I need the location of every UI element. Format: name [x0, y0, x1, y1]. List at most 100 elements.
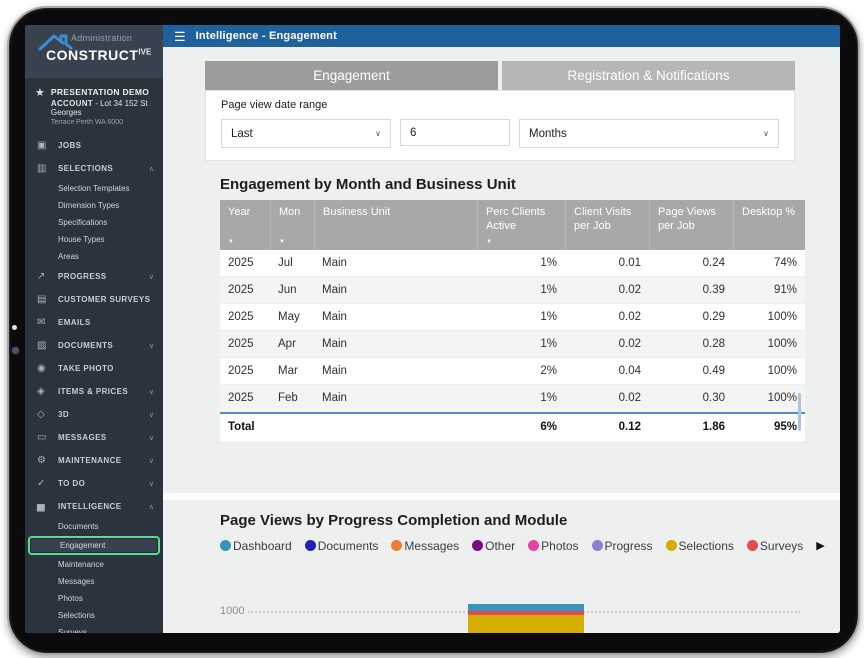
chevron-down-icon: ∨: [148, 434, 154, 442]
table-cell: 0.04: [618, 364, 641, 377]
legend-item-dashboard[interactable]: Dashboard: [220, 539, 292, 553]
sidebar-subitem-selections[interactable]: Selections: [58, 611, 95, 620]
sidebar-item-selections[interactable]: ▥ SELECTIONS ∧: [25, 157, 163, 180]
legend-item-surveys[interactable]: Surveys: [746, 538, 804, 553]
column-header-page-views-per-job[interactable]: Page Views per Job: [649, 200, 733, 250]
sidebar-item-progress[interactable]: ↗ PROGRESS ∨: [25, 265, 163, 288]
table-cell: 91%: [773, 283, 797, 296]
legend-item-photos[interactable]: Photos: [528, 538, 579, 553]
sidebar: Administration CONSTRUCTIVE ★ PRESENTATI…: [25, 25, 163, 633]
tab-registration-notifications[interactable]: Registration & Notifications: [502, 61, 795, 90]
column-header-desktop-[interactable]: Desktop %: [733, 200, 805, 250]
legend-label: Dashboard: [233, 538, 292, 553]
house-logo-icon: [38, 34, 73, 51]
legend-scroll-arrow-icon[interactable]: ▶: [816, 540, 825, 552]
table-cell: 0.49: [702, 364, 725, 377]
sidebar-item-label: ITEMS & PRICES: [58, 387, 129, 396]
tab-engagement[interactable]: Engagement: [205, 61, 498, 90]
sidebar-item-take-photo[interactable]: ◉ TAKE PHOTO: [25, 357, 163, 380]
legend-label: Surveys: [759, 538, 804, 553]
app-logo[interactable]: Administration CONSTRUCTIVE: [25, 25, 163, 78]
sidebar-item-jobs[interactable]: ▣ JOBS: [25, 134, 163, 157]
sidebar-item-documents[interactable]: ▨ DOCUMENTS ∨: [25, 334, 163, 357]
stacked-column[interactable]: [468, 603, 584, 633]
table-cell: Main: [322, 391, 347, 404]
legend-label: Photos: [541, 538, 579, 553]
account-line1: PRESENTATION DEMO: [50, 87, 150, 97]
sidebar-subitem-house-types[interactable]: House Types: [58, 235, 105, 244]
sort-desc-icon: ▼: [228, 239, 234, 245]
column-header-year[interactable]: Year ▼: [220, 200, 270, 250]
chevron-down-icon: ∨: [375, 129, 381, 138]
sidebar-item-label: CUSTOMER SURVEYS: [58, 295, 151, 304]
chevron-down-icon: ∨: [148, 480, 154, 488]
bar-segment-dashboard: [468, 603, 584, 611]
wrench-icon: ⚙: [37, 455, 46, 466]
sidebar-item-items-prices[interactable]: ◈ ITEMS & PRICES ∨: [25, 380, 163, 403]
table-row: 2025 Feb Main 1% 0.02 0.30 100%: [220, 384, 805, 412]
total-cell: 0.12: [618, 421, 641, 433]
unit-select[interactable]: Months ∨: [519, 119, 779, 148]
table-cell: 2025: [228, 283, 254, 296]
sidebar-item-messages[interactable]: ▭ MESSAGES ∨: [25, 426, 163, 449]
sidebar-subitem-engagement[interactable]: Engagement: [28, 536, 160, 555]
table-header-row: Year ▼ Mon ▼ Business Unit Perc Clients Activ…: [220, 200, 805, 250]
sidebar-item-label: TO DO: [58, 479, 86, 488]
top-bar: ☰ Intelligence - Engagement: [163, 25, 840, 47]
column-header-perc-clients-active[interactable]: Perc Clients Active ▼: [477, 200, 565, 250]
table-cell: Jun: [278, 283, 297, 296]
sidebar-subitem-messages[interactable]: Messages: [58, 577, 95, 586]
sidebar-item-maintenance[interactable]: ⚙ MAINTENANCE ∨: [25, 449, 163, 472]
sidebar-item-3d[interactable]: ◇ 3D ∨: [25, 403, 163, 426]
table-cell: 2025: [228, 337, 254, 350]
main-area: ☰ Intelligence - Engagement Engagement Re…: [163, 25, 840, 633]
account-selector[interactable]: ★ PRESENTATION DEMO ACCOUNT - Lot 34 152…: [25, 78, 163, 133]
table-cell: 0.02: [618, 283, 641, 296]
sidebar-subitem-selection-templates[interactable]: Selection Templates: [58, 184, 130, 193]
legend-dot-icon: [665, 540, 677, 551]
briefcase-icon: ▣: [37, 140, 47, 151]
chevron-down-icon: ∨: [763, 129, 769, 138]
table-cell: Feb: [278, 391, 298, 404]
sidebar-item-emails[interactable]: ✉ EMAILS: [25, 311, 163, 334]
sidebar-item-to-do[interactable]: ✓ TO DO ∨: [25, 472, 163, 495]
column-header-business-unit[interactable]: Business Unit: [314, 200, 477, 250]
column-header-client-visits-per-job[interactable]: Client Visits per Job: [565, 200, 649, 250]
table-cell: Apr: [278, 337, 296, 350]
legend-label: Documents: [317, 538, 379, 553]
period-select[interactable]: Last ∨: [221, 119, 391, 148]
bar-segment-surveys: [468, 610, 584, 615]
table-cell: 100%: [767, 391, 797, 404]
legend-item-progress[interactable]: Progress: [591, 539, 653, 553]
sidebar-item-intelligence[interactable]: ▅ INTELLIGENCE ∧: [25, 495, 163, 518]
sidebar-subitem-documents[interactable]: Documents: [58, 522, 99, 531]
table-cell: 100%: [767, 364, 797, 377]
sidebar-item-customer-surveys[interactable]: ▤ CUSTOMER SURVEYS: [25, 288, 163, 311]
sidebar-item-label: 3D: [58, 410, 70, 419]
table-cell: 1%: [540, 391, 557, 404]
sidebar-subitem-surveys[interactable]: Surveys: [58, 628, 87, 633]
sort-desc-icon: ▼: [279, 239, 285, 245]
table-cell: 100%: [767, 310, 797, 323]
tablet-camera-dot: [12, 325, 17, 330]
sidebar-subitem-specifications[interactable]: Specifications: [58, 218, 108, 227]
hamburger-menu-icon[interactable]: ☰: [174, 28, 186, 44]
column-header-label: Business Unit: [323, 206, 391, 218]
sidebar-subitem-photos[interactable]: Photos: [58, 594, 83, 603]
column-header-mon[interactable]: Mon ▼: [270, 200, 314, 250]
table-cell: Main: [322, 256, 347, 269]
vertical-scrollbar-thumb[interactable]: [798, 393, 801, 431]
sidebar-subitem-maintenance[interactable]: Maintenance: [58, 560, 104, 569]
logo-brand-text: CONSTRUCTIVE: [46, 47, 152, 63]
sidebar-subitem-areas[interactable]: Areas: [58, 252, 79, 261]
sidebar-subitem-dimension-types[interactable]: Dimension Types: [58, 201, 120, 210]
legend-item-other[interactable]: Other: [472, 539, 515, 553]
bar-segment-selections: [468, 614, 584, 633]
document-icon: ▨: [37, 340, 47, 351]
sidebar-item-label: JOBS: [58, 141, 82, 150]
legend-item-documents[interactable]: Documents: [304, 538, 379, 553]
legend-item-selections[interactable]: Selections: [665, 539, 734, 553]
period-count-input[interactable]: [400, 119, 510, 146]
table-cell: Main: [322, 364, 347, 377]
legend-item-messages[interactable]: Messages: [391, 539, 459, 553]
